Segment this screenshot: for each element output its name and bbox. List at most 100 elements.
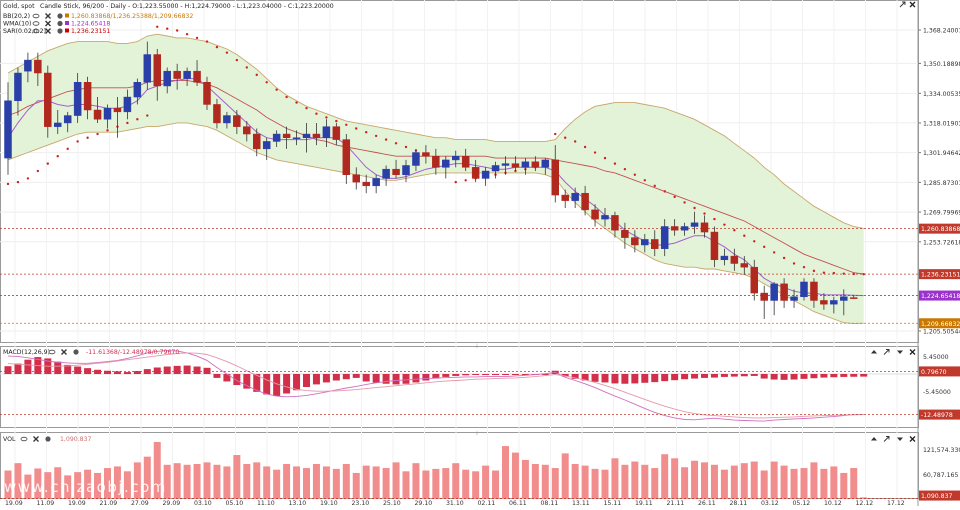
macd-bar-31 [312, 374, 320, 385]
legend-0-eye-icon[interactable] [32, 13, 40, 19]
vol-panel-move-up-icon[interactable] [871, 437, 877, 441]
candle-body-58 [581, 192, 589, 211]
sar-dot-81 [812, 269, 816, 273]
macd-bar-68 [681, 374, 689, 380]
volume-bar-65 [651, 468, 659, 499]
main-panel-controls [899, 1, 916, 8]
legend-2-gear-icon[interactable] [57, 28, 63, 34]
sar-dot-78 [782, 256, 786, 260]
vol-panel-maximize-icon[interactable] [883, 436, 890, 442]
candle-41 [412, 148, 420, 172]
legend-0-gear-icon[interactable] [57, 13, 63, 19]
sar-dot-61 [613, 162, 617, 165]
macd-bar-81 [810, 374, 818, 379]
macd-bar-71 [710, 374, 718, 378]
candle-body-19 [193, 70, 201, 83]
legend-1-gear-icon[interactable] [57, 20, 63, 27]
legend-value-2: 1,236.23151 [71, 28, 110, 35]
candle-47 [471, 159, 480, 183]
sar-dot-18 [185, 32, 189, 36]
volume-bar-45 [452, 463, 460, 499]
candle-body-26 [262, 141, 271, 150]
bb-band-fill [8, 34, 864, 324]
volume-bar-42 [422, 470, 430, 499]
sar-dot-7 [76, 140, 79, 143]
vol-legend-close-icon[interactable] [33, 436, 39, 442]
macd-bar-38 [382, 374, 390, 384]
candle-32 [322, 119, 331, 147]
macd-bar-17 [173, 365, 181, 374]
macd-axis-label-1: -5.45000 [923, 389, 951, 396]
price-highlight-label-0: 1,260.83868 [921, 226, 960, 233]
sar-dot-72 [723, 223, 726, 226]
legend-1-close-icon[interactable] [45, 20, 51, 27]
candle-80 [800, 278, 808, 301]
volume-bar-39 [392, 462, 400, 499]
candle-73 [730, 248, 739, 271]
candle-85 [850, 295, 858, 299]
volume-bar-61 [611, 458, 619, 499]
candle-body-23 [233, 115, 241, 127]
candle-1 [14, 67, 22, 116]
candle-50 [501, 156, 510, 175]
legend-2-eye-icon[interactable] [32, 28, 40, 34]
macd-bar-59 [591, 374, 599, 382]
volume-bar-28 [283, 463, 291, 499]
macd-bar-63 [631, 374, 639, 384]
sar-dot-17 [175, 29, 179, 32]
legend-0-close-icon[interactable] [45, 13, 51, 19]
sar-dot-77 [772, 251, 776, 254]
legend-1-eye-icon[interactable] [32, 21, 40, 26]
candle-body-16 [163, 70, 171, 87]
x-tick-label-23: 28.11 [730, 500, 748, 506]
macd-panel-maximize-icon[interactable] [883, 349, 890, 355]
candle-body-38 [382, 168, 390, 179]
candle-body-70 [700, 222, 709, 233]
macd-bar-42 [422, 374, 430, 381]
sar-dot-28 [285, 95, 288, 99]
macd-bar-57 [571, 374, 579, 379]
macd-panel-move-down-icon[interactable] [897, 350, 903, 355]
macd-panel-move-up-icon[interactable] [871, 350, 877, 354]
macd-bar-35 [352, 374, 360, 378]
macd-panel-close-icon[interactable] [909, 349, 916, 355]
candle-body-78 [780, 283, 788, 301]
legend-2-close-icon[interactable] [45, 28, 51, 34]
splitter-handle-0[interactable]: ⁞ [476, 343, 478, 350]
candle-body-22 [223, 115, 231, 124]
macd-legend-gear-icon[interactable] [73, 349, 79, 355]
vol-legend-eye-icon[interactable] [20, 436, 28, 442]
macd-bar-58 [581, 374, 589, 381]
macd-legend-close-icon[interactable] [61, 349, 67, 355]
splitter-handle-1[interactable]: ⁞ [476, 430, 478, 437]
candle-body-21 [213, 104, 221, 124]
volume-bar-23 [233, 455, 241, 499]
candle-6 [63, 111, 72, 133]
candle-39 [392, 159, 400, 179]
candle-body-77 [770, 283, 778, 301]
volume-bar-47 [472, 471, 480, 499]
candle-34 [342, 134, 351, 184]
vol-panel-move-down-icon[interactable] [897, 437, 903, 442]
legend-name-1: WMA(10) [3, 21, 31, 28]
candle-body-4 [44, 72, 52, 127]
candle-body-25 [253, 133, 261, 150]
volume-bar-29 [293, 466, 301, 499]
candle-body-80 [800, 281, 808, 298]
candle-22 [223, 111, 231, 129]
price-tick-label-7: 1,253.72618 [923, 239, 960, 246]
macd-legend-eye-icon[interactable] [48, 349, 56, 355]
vol-axis-label-0: 121,574.330 [923, 447, 960, 454]
sar-dot-14 [146, 114, 149, 117]
vol-panel-close-icon[interactable] [909, 436, 916, 442]
vol-legend-gear-icon[interactable] [45, 436, 51, 442]
main-panel-maximize-icon[interactable] [899, 1, 906, 8]
candle-body-76 [760, 292, 768, 301]
candle-body-45 [452, 155, 460, 161]
macd-bar-74 [740, 374, 748, 377]
candle-76 [760, 285, 768, 319]
candle-84 [840, 289, 848, 316]
price-highlight-box-3 [919, 318, 960, 329]
main-panel-close-icon[interactable] [909, 1, 916, 8]
sar-dot-4 [46, 162, 49, 165]
